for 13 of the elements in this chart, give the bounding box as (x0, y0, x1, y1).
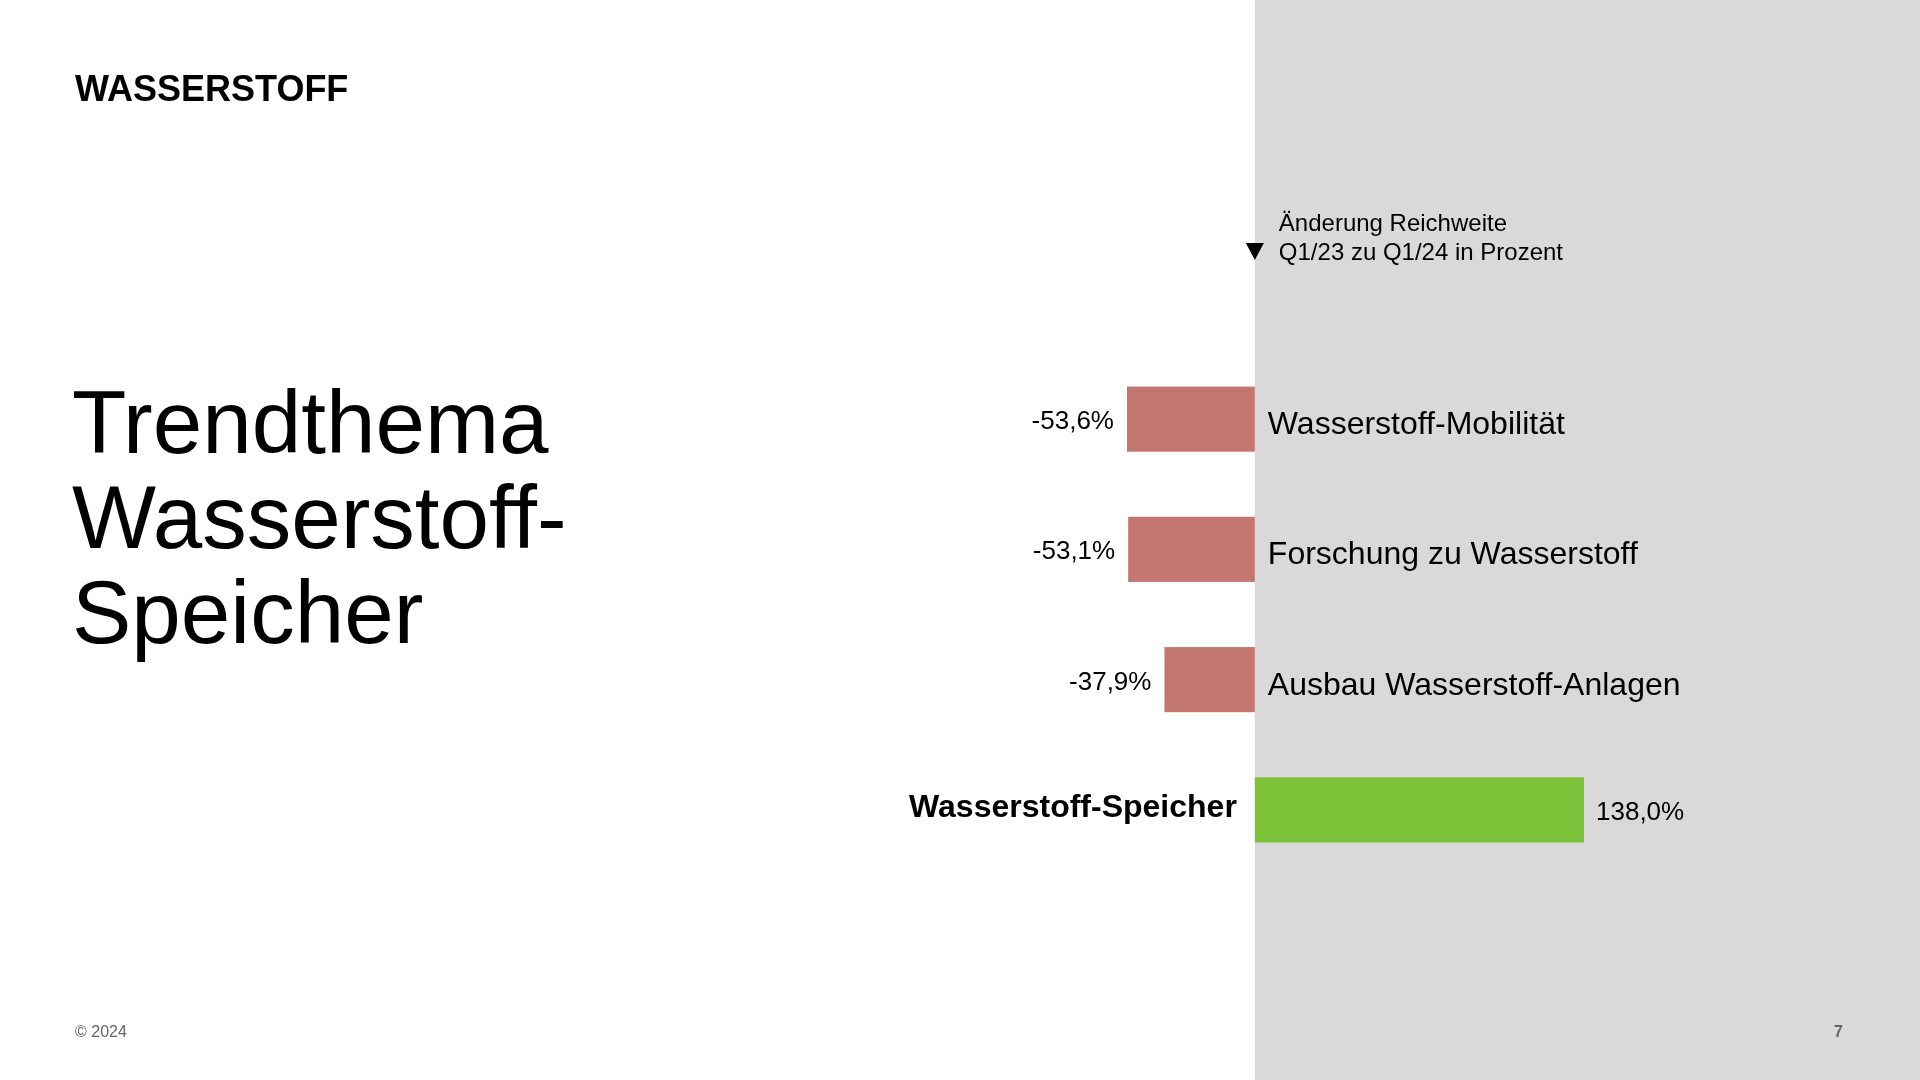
y-tick-label: Wasserstoff-Mobilität (1267, 405, 1565, 442)
text: 7 (1834, 1023, 1844, 1040)
data-label: -53,6% (1031, 405, 1114, 436)
text: WASSERSTOFF (75, 68, 349, 109)
text: © 2024 (75, 1023, 127, 1040)
y-tick-label: Ausbau Wasserstoff-Anlagen (1267, 665, 1681, 702)
data-label: 138,0% (1596, 795, 1685, 826)
data-label: -53,1% (1032, 535, 1116, 566)
text: Trendthema Wasserstoff-Speicher (72, 372, 567, 662)
y-tick-label: Forschung zu Wasserstoff (1267, 535, 1638, 572)
text: Änderung Reichweite Q1/23 zu Q1/24 in Prozent (1278, 209, 1564, 265)
y-tick-label: Wasserstoff-Speicher (909, 787, 1237, 824)
data-label: -37,9% (1069, 665, 1152, 696)
